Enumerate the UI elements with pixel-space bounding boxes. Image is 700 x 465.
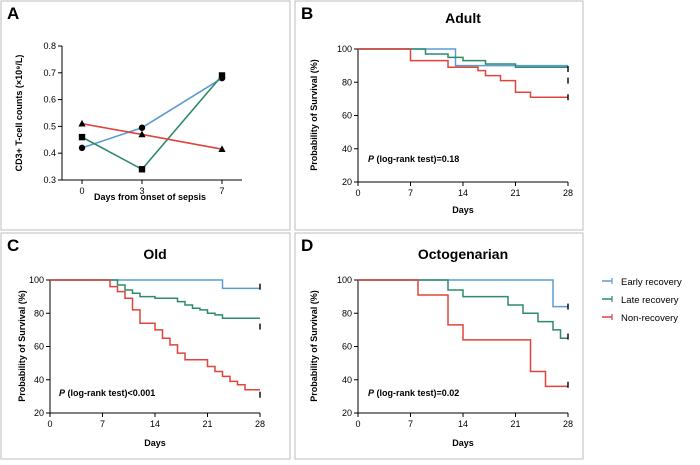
panel-a-y-tick-label: 0.7: [43, 68, 56, 78]
panel-c-x-tick-label: 0: [47, 419, 52, 429]
panel-d-y-tick-label: 80: [342, 308, 352, 318]
panel-b-y-tick-label: 40: [342, 144, 352, 154]
panel-c-frame: [0, 232, 291, 460]
panel-a-point-late-recovery: [138, 166, 146, 173]
panel-d-pvalue-text: (log-rank test)=0.02: [374, 388, 459, 398]
panel-a-y-tick-label: 0.5: [43, 121, 56, 131]
panel-a-y-tick-label: 0.4: [43, 148, 56, 158]
panel-b-x-title: Days: [452, 205, 474, 215]
panel-b-y-tick-label: 80: [342, 77, 352, 87]
panel-letter-d: D: [301, 236, 313, 255]
panel-b-x-tick-label: 28: [563, 188, 573, 198]
panel-c-y-tick-label: 80: [34, 308, 44, 318]
panel-d-x-tick-label: 28: [563, 419, 573, 429]
panel-c-pvalue-italic: P: [59, 388, 66, 398]
panel-a-series-non-recovery: [81, 122, 223, 150]
legend-label-late: Late recovery: [621, 295, 679, 306]
legend-label-early: Early recovery: [621, 277, 682, 288]
panel-c-pvalue: P (log-rank test)<0.001: [59, 388, 155, 398]
panel-a-y-tick-label: 0.6: [43, 95, 56, 105]
panel-c-y-tick-label: 40: [34, 375, 44, 385]
panel-d-x-tick-label: 14: [458, 419, 468, 429]
panel-a-point-non-recovery: [78, 119, 86, 127]
panel-a-x-tick-label: 7: [219, 186, 224, 196]
panel-d-title: Octogenarian: [418, 246, 508, 262]
panel-a-frame: [0, 0, 291, 231]
panel-c-x-title: Days: [144, 438, 166, 448]
panel-d-y-tick-label: 20: [342, 408, 352, 418]
panel-letter-a: A: [7, 4, 19, 23]
panel-b-x-tick-label: 7: [408, 188, 413, 198]
panel-c-curve-late-recovery: [50, 279, 260, 319]
panel-d-y-tick-label: 100: [337, 275, 352, 285]
panel-d-frame: [294, 232, 584, 460]
panel-letter-b: B: [301, 4, 313, 23]
panel-b-pvalue-text: (log-rank test)=0.18: [374, 154, 459, 164]
panel-c-x-tick-label: 7: [100, 419, 105, 429]
panel-a-y-tick-label: 0.3: [43, 175, 56, 185]
panel-d-y-tick-label: 40: [342, 375, 352, 385]
panel-b-y-tick-label: 100: [337, 44, 352, 54]
panel-d-pvalue: P (log-rank test)=0.02: [368, 388, 459, 398]
panel-d-y-tick-label: 60: [342, 342, 352, 352]
legend: Early recovery Late recovery Non-recover…: [602, 277, 682, 324]
panel-d-curve-early-recovery: [358, 279, 568, 308]
panel-d-curve-non-recovery: [358, 279, 568, 388]
panel-letter-c: C: [7, 236, 19, 255]
panel-c-y-tick-label: 100: [29, 275, 44, 285]
panel-d-pvalue-italic: P: [368, 388, 375, 398]
panel-a-x-tick-label: 0: [79, 186, 84, 196]
panel-c-y-title: Probability of Survival (%): [17, 290, 27, 402]
panel-b-curve-non-recovery: [358, 48, 568, 98]
panel-a-point-non-recovery: [138, 130, 146, 138]
panel-b-pvalue: P (log-rank test)=0.18: [368, 154, 459, 164]
panel-c-x-tick-label: 21: [202, 419, 212, 429]
panel-b-x-tick-label: 21: [510, 188, 520, 198]
panel-c-title: Old: [143, 246, 166, 262]
panel-a-point-early-recovery: [138, 124, 146, 131]
panel-d-x-tick-label: 0: [355, 419, 360, 429]
panel-b-y-tick-label: 60: [342, 111, 352, 121]
panel-c-curve-non-recovery: [50, 279, 260, 391]
panel-a-point-early-recovery: [78, 144, 86, 152]
panel-c-y-tick-label: 20: [34, 408, 44, 418]
panel-d-x-title: Days: [452, 438, 474, 448]
panel-c-x-tick-label: 28: [255, 419, 265, 429]
panel-b-pvalue-italic: P: [368, 154, 375, 164]
panel-d-curve-late-recovery: [358, 279, 568, 339]
panel-c-curve-early-recovery: [50, 279, 260, 290]
legend-label-non: Non-recovery: [621, 313, 678, 324]
panel-b-curve-late-recovery: [358, 48, 568, 69]
panel-a-x-title: Days from onset of sepsis: [94, 192, 206, 202]
panel-d-x-tick-label: 21: [510, 419, 520, 429]
panel-b-y-title: Probability of Survival (%): [309, 59, 319, 171]
panel-b-y-tick-label: 20: [342, 177, 352, 187]
panel-a-point-late-recovery: [218, 72, 226, 79]
panel-a-y-tick-label: 0.8: [43, 41, 56, 51]
panel-a-point-late-recovery: [78, 133, 86, 141]
panel-b-frame: [294, 0, 584, 231]
panel-a-point-non-recovery: [218, 145, 226, 152]
panel-a-x-tick-label: 3: [139, 186, 144, 196]
panel-a-y-title: CD3+ T-cell counts (×10⁹/L): [14, 55, 24, 172]
panel-c-x-tick-label: 14: [150, 419, 160, 429]
panel-a-series-early-recovery: [81, 77, 223, 149]
panel-d-y-title: Probability of Survival (%): [309, 290, 319, 402]
panel-c-pvalue-text: (log-rank test)<0.001: [65, 388, 155, 398]
panel-d-x-tick-label: 7: [408, 419, 413, 429]
panel-c-y-tick-label: 60: [34, 342, 44, 352]
panel-b-title: Adult: [445, 10, 481, 26]
panel-b-x-tick-label: 0: [355, 188, 360, 198]
panel-b-x-tick-label: 14: [458, 188, 468, 198]
